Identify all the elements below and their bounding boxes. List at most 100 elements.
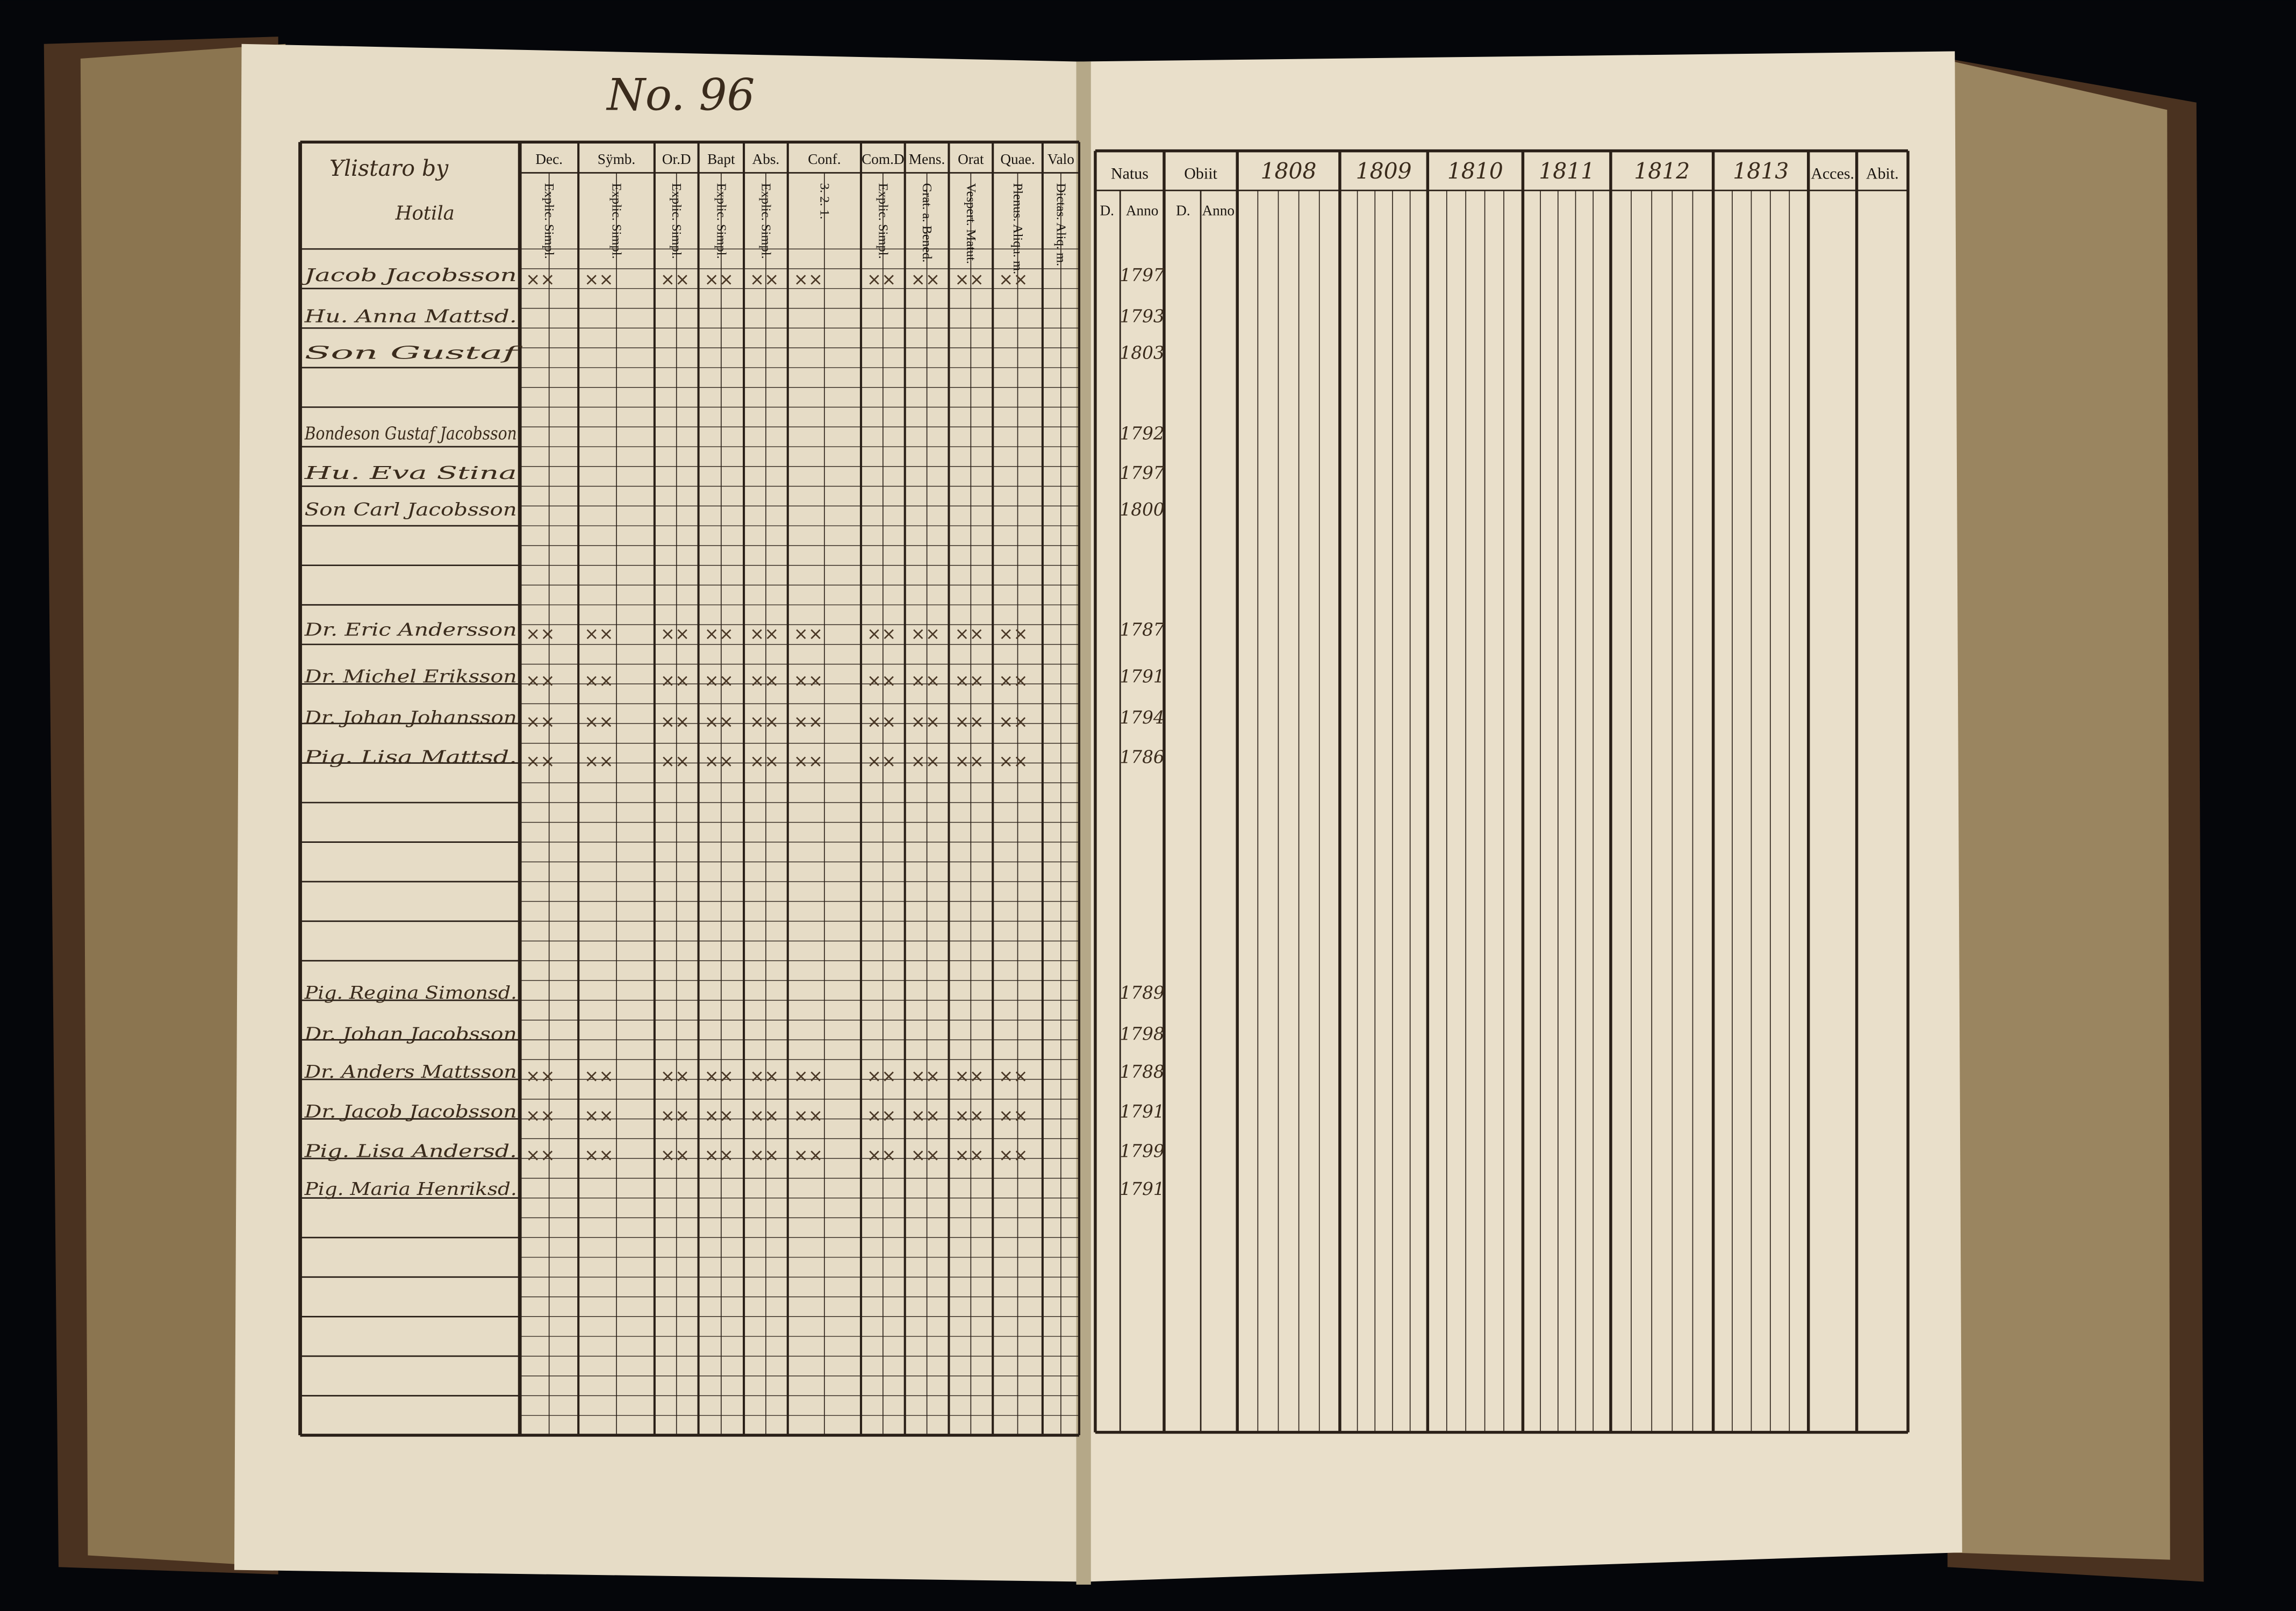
- check-mark: [528, 676, 553, 686]
- check-mark: [957, 676, 982, 686]
- check-mark: [1001, 1071, 1026, 1082]
- person-name: Hu. Anna Mattsd.: [304, 306, 516, 326]
- birth-year: 1797: [1120, 463, 1165, 483]
- ruling: [298, 140, 1910, 1437]
- check-mark: [586, 1071, 612, 1082]
- village: Ylistaro by: [329, 155, 449, 181]
- birth-year: 1800: [1120, 499, 1165, 520]
- check-mark: [528, 275, 553, 285]
- check-mark: [1001, 717, 1026, 727]
- column-subheader: Anno: [1126, 203, 1159, 219]
- check-mark: [913, 676, 938, 686]
- check-mark: [663, 756, 687, 767]
- column-header: Abit.: [1866, 164, 1899, 182]
- column-header: 1808: [1261, 158, 1317, 184]
- birth-year: 1798: [1120, 1023, 1165, 1044]
- column-header: Abs.: [752, 151, 780, 167]
- column-subheader: Vespert. Matut.: [964, 183, 978, 264]
- person-name: Pig. Regina Simonsd.: [304, 983, 517, 1003]
- check-mark: [913, 1111, 938, 1121]
- person-name: Dr. Jacob Jacobsson: [304, 1101, 516, 1122]
- check-mark: [796, 629, 821, 639]
- person-name: Hu. Eva Stina: [304, 463, 517, 483]
- check-mark: [586, 676, 612, 686]
- person-name: Pig. Lisa Andersd.: [304, 1141, 516, 1161]
- birth-year: 1793: [1120, 306, 1165, 326]
- check-mark: [869, 629, 894, 639]
- check-mark: [586, 1111, 612, 1121]
- person-name: Dr. Anders Mattsson: [304, 1062, 517, 1082]
- check-mark: [663, 717, 687, 727]
- birth-year: 1787: [1120, 619, 1165, 640]
- check-mark: [957, 717, 982, 727]
- check-mark: [706, 1150, 731, 1161]
- check-mark: [663, 629, 687, 639]
- check-mark: [796, 1071, 821, 1082]
- check-mark: [1001, 1150, 1026, 1161]
- page-edges-left: [80, 44, 286, 1567]
- check-mark: [796, 275, 821, 285]
- column-subheader: Explic. Simpl.: [876, 183, 890, 259]
- check-mark: [1001, 629, 1026, 639]
- column-header: Quae.: [1000, 151, 1035, 167]
- column-subheader: D.: [1100, 203, 1114, 219]
- person-name: Pig. Lisa Mattsd.: [304, 747, 516, 767]
- column-header: Orat: [958, 151, 984, 167]
- check-mark: [913, 275, 938, 285]
- check-mark: [586, 629, 612, 639]
- check-mark: [706, 1111, 731, 1121]
- check-mark: [752, 717, 777, 727]
- check-mark: [752, 1150, 777, 1161]
- check-mark: [913, 717, 938, 727]
- check-mark: [957, 1071, 982, 1082]
- check-mark: [1001, 275, 1026, 285]
- birth-year: 1791: [1120, 1101, 1165, 1122]
- check-mark: [752, 1111, 777, 1121]
- check-mark: [752, 275, 777, 285]
- column-header: Com.D: [862, 151, 904, 167]
- check-mark: [586, 275, 612, 285]
- check-mark: [663, 1150, 687, 1161]
- check-mark: [957, 1111, 982, 1121]
- check-mark: [752, 756, 777, 767]
- check-mark: [663, 1071, 687, 1082]
- column-subheader: Explic. Simpl.: [714, 183, 728, 259]
- column-subheader: 3. 2. 1.: [817, 183, 831, 219]
- farm: Hotila: [395, 203, 455, 225]
- check-mark: [528, 1150, 553, 1161]
- check-mark: [796, 676, 821, 686]
- column-header: Sÿmb.: [598, 151, 635, 167]
- person-name: Dr. Johan Johansson: [304, 707, 517, 728]
- birth-year: 1786: [1120, 747, 1165, 767]
- check-mark: [913, 629, 938, 639]
- check-mark: [1001, 1111, 1026, 1121]
- check-mark: [913, 756, 938, 767]
- column-subheader: Anno: [1202, 203, 1235, 219]
- check-mark: [586, 756, 612, 767]
- check-mark: [663, 1111, 687, 1121]
- column-subheader: Explic. Simpl.: [669, 183, 684, 259]
- check-mark: [706, 756, 731, 767]
- birth-year: 1794: [1120, 707, 1165, 728]
- check-mark: [957, 756, 982, 767]
- column-header: Obiit: [1184, 164, 1217, 182]
- check-mark: [796, 717, 821, 727]
- birth-year: 1788: [1120, 1062, 1165, 1082]
- column-header: Bapt: [707, 151, 735, 167]
- person-name: Pig. Maria Henriksd.: [304, 1179, 517, 1199]
- person-name: Jacob Jacobsson: [300, 265, 517, 285]
- birth-year: 1791: [1120, 667, 1165, 687]
- check-mark: [528, 1111, 553, 1121]
- column-subheader: D.: [1176, 203, 1190, 219]
- column-subheader: Grat. a. Bened.: [920, 183, 934, 263]
- check-mark: [1001, 756, 1026, 767]
- check-mark: [869, 676, 894, 686]
- check-mark: [796, 1111, 821, 1121]
- check-mark: [586, 717, 612, 727]
- page-edges-right: [1940, 59, 2170, 1560]
- check-mark: [957, 629, 982, 639]
- check-mark: [913, 1150, 938, 1161]
- check-mark: [913, 1071, 938, 1082]
- column-subheader: Plenus. Aliqu. m.: [1010, 183, 1025, 275]
- birth-year: 1799: [1120, 1141, 1165, 1161]
